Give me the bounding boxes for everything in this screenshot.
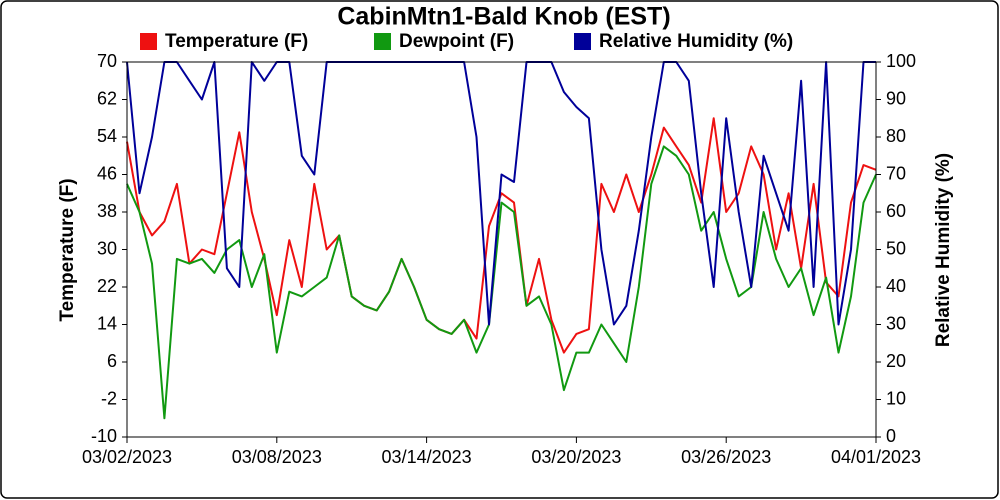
legend-swatch xyxy=(574,33,591,50)
y2-tick-label: 80 xyxy=(886,126,906,146)
y2-tick-label: 40 xyxy=(886,276,906,296)
y2-tick-label: 90 xyxy=(886,88,906,108)
x-tick-label: 04/01/2023 xyxy=(831,447,921,467)
legend-label: Temperature (F) xyxy=(165,31,308,52)
y-tick-label: 14 xyxy=(97,313,117,333)
legend-swatch xyxy=(374,33,391,50)
x-tick-label: 03/20/2023 xyxy=(531,447,621,467)
x-tick-label: 03/26/2023 xyxy=(681,447,771,467)
y-tick-label: 30 xyxy=(97,238,117,258)
y2-tick-label: 10 xyxy=(886,388,906,408)
y2-tick-label: 30 xyxy=(886,313,906,333)
y-tick-label: 70 xyxy=(97,51,117,71)
y-tick-label: 22 xyxy=(97,276,117,296)
y-axis-title: Temperature (F) xyxy=(57,178,78,321)
legend-label: Dewpoint (F) xyxy=(399,31,514,52)
y2-tick-label: 70 xyxy=(886,163,906,183)
y-tick-label: 38 xyxy=(97,201,117,221)
y2-tick-label: 50 xyxy=(886,238,906,258)
y2-tick-label: 20 xyxy=(886,351,906,371)
plot-border xyxy=(126,61,877,438)
legend-swatch xyxy=(140,33,157,50)
y-tick-label: 54 xyxy=(97,126,117,146)
y-tick-label: 62 xyxy=(97,88,117,108)
y-tick-label: 6 xyxy=(107,351,117,371)
y2-axis-title: Relative Humidity (%) xyxy=(933,153,954,347)
y2-tick-label: 60 xyxy=(886,201,906,221)
legend-label: Relative Humidity (%) xyxy=(599,31,793,52)
y2-tick-label: 0 xyxy=(886,426,896,446)
y-tick-label: -2 xyxy=(101,388,117,408)
x-tick-label: 03/08/2023 xyxy=(232,447,322,467)
y-tick-label: 46 xyxy=(97,163,117,183)
chart-title: CabinMtn1-Bald Knob (EST) xyxy=(337,3,670,31)
y-tick-label: -10 xyxy=(91,426,117,446)
y2-tick-label: 100 xyxy=(886,51,916,71)
series-line xyxy=(126,117,877,354)
x-tick-label: 03/14/2023 xyxy=(382,447,472,467)
x-tick-label: 03/02/2023 xyxy=(82,447,172,467)
